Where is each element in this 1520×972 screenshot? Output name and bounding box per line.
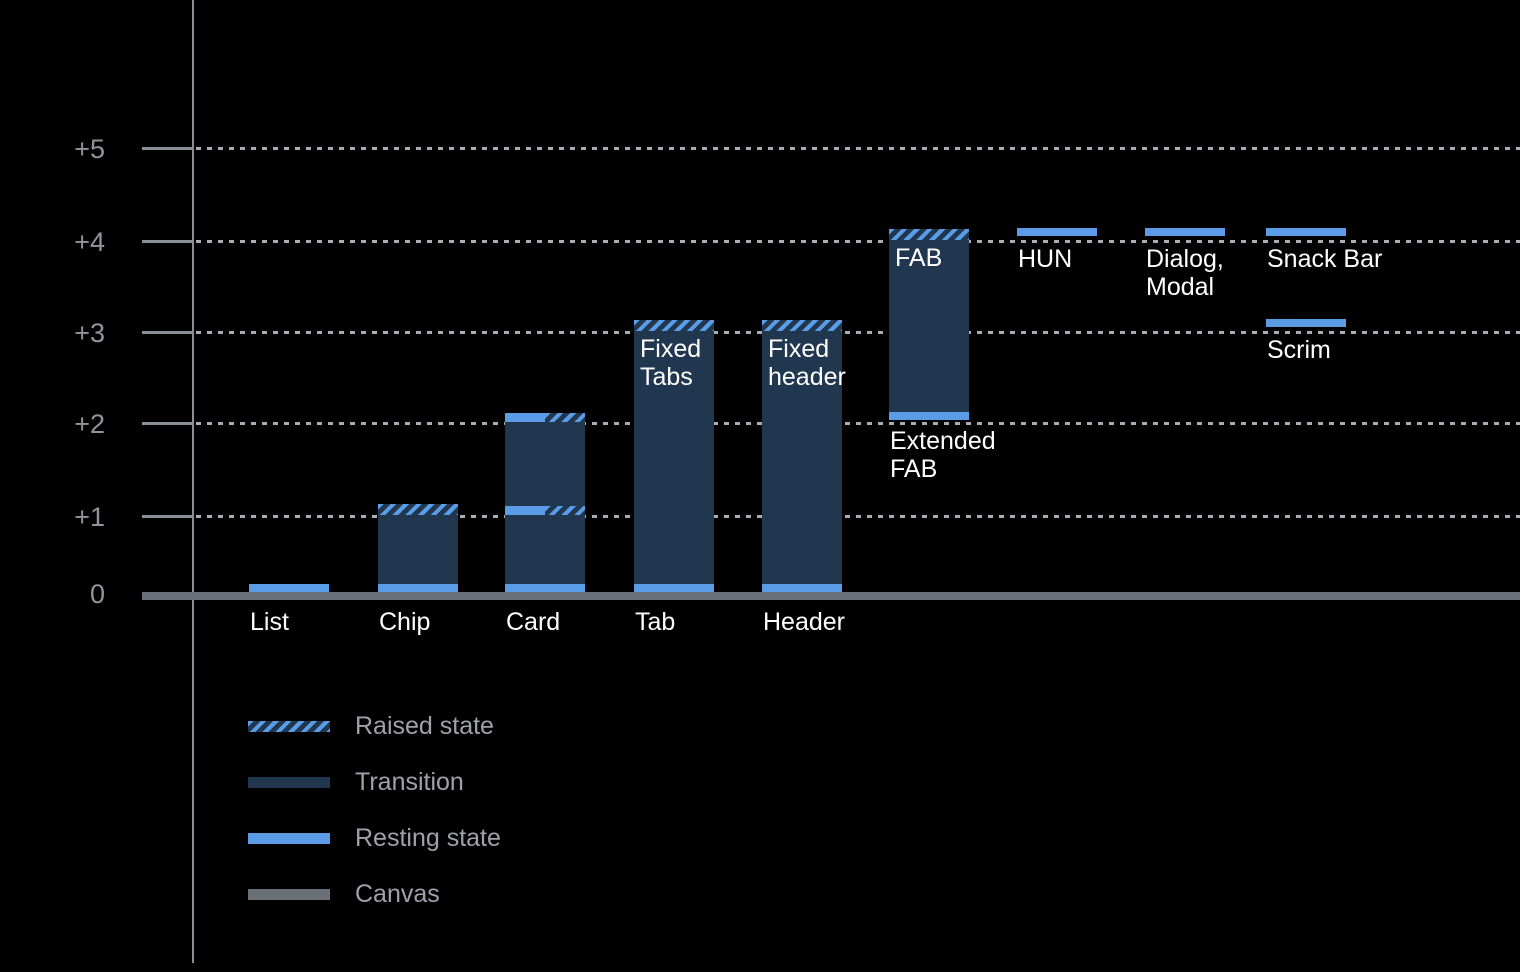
bar-snack-bar-resting bbox=[1266, 228, 1346, 236]
legend: Raised state Transition Resting state Ca… bbox=[248, 712, 501, 936]
y-tick-label-p2: +2 bbox=[74, 409, 105, 439]
bar-chip-transition bbox=[378, 515, 458, 584]
gridline-p3 bbox=[196, 331, 1520, 334]
item-label-hun: HUN bbox=[1018, 245, 1073, 273]
item-label-dialog-modal: Dialog, Modal bbox=[1146, 245, 1224, 301]
bar-card-transition bbox=[505, 422, 585, 584]
y-tick-p1 bbox=[142, 515, 194, 518]
legend-item-raised-state: Raised state bbox=[248, 712, 501, 740]
category-label-tab: Tab bbox=[635, 608, 676, 636]
bar-list-resting bbox=[249, 584, 329, 592]
y-tick-p2 bbox=[142, 422, 194, 425]
bar-chip-raised bbox=[378, 504, 458, 515]
bar-header-resting bbox=[762, 584, 842, 592]
bar-header-raised bbox=[762, 320, 842, 331]
category-label-list: List bbox=[250, 608, 289, 636]
raised-state-swatch bbox=[248, 720, 330, 732]
y-axis-line bbox=[192, 0, 194, 963]
category-label-header: Header bbox=[763, 608, 845, 636]
y-tick-p4 bbox=[142, 240, 194, 243]
transition-swatch bbox=[248, 776, 330, 788]
bar-card-resting-marker bbox=[505, 413, 545, 422]
bar-label-extended-fab: FAB bbox=[895, 244, 943, 272]
bar-card-resting bbox=[505, 584, 585, 592]
bar-tab-raised bbox=[634, 320, 714, 331]
bar-card-marker-blue bbox=[505, 506, 545, 515]
gridline-p1 bbox=[196, 515, 1520, 518]
bar-chip-resting bbox=[378, 584, 458, 592]
category-label-card: Card bbox=[506, 608, 561, 636]
bar-extended-fab-resting bbox=[889, 412, 969, 420]
legend-item-transition: Transition bbox=[248, 768, 501, 796]
y-tick-p3 bbox=[142, 331, 194, 334]
y-tick-label-p5: +5 bbox=[74, 134, 105, 164]
bar-dialog-modal-resting bbox=[1145, 228, 1225, 236]
y-tick-label-0: 0 bbox=[89, 579, 105, 609]
category-label-chip: Chip bbox=[379, 608, 431, 636]
bar-tab-transition bbox=[634, 331, 714, 584]
bar-hun-resting bbox=[1017, 228, 1097, 236]
legend-label-resting-state: Resting state bbox=[355, 823, 501, 852]
canvas-swatch bbox=[248, 888, 330, 900]
bar-tab-resting bbox=[634, 584, 714, 592]
legend-label-raised-state: Raised state bbox=[355, 711, 494, 740]
item-label-scrim: Scrim bbox=[1267, 336, 1331, 364]
bar-extended-fab-raised bbox=[889, 229, 969, 240]
legend-label-transition: Transition bbox=[355, 767, 464, 796]
bar-header-transition bbox=[762, 331, 842, 584]
legend-item-resting-state: Resting state bbox=[248, 824, 501, 852]
y-tick-label-p4: +4 bbox=[74, 227, 105, 257]
item-label-snack-bar: Snack Bar bbox=[1267, 245, 1383, 273]
bar-label-header: Fixed header bbox=[768, 335, 846, 391]
gridline-p4 bbox=[196, 240, 1520, 243]
bar-card-raised bbox=[545, 413, 585, 422]
canvas-baseline bbox=[142, 592, 1520, 600]
y-tick-p5 bbox=[142, 147, 194, 150]
gridline-p5 bbox=[196, 147, 1520, 150]
bar-extended-fab-transition bbox=[889, 240, 969, 412]
bar-card-marker-hatch bbox=[545, 506, 585, 515]
y-tick-label-p1: +1 bbox=[74, 502, 105, 532]
legend-label-canvas: Canvas bbox=[355, 879, 440, 908]
legend-item-canvas: Canvas bbox=[248, 880, 501, 908]
bar-scrim-resting bbox=[1266, 319, 1346, 327]
item-label-extended-fab: Extended FAB bbox=[890, 427, 996, 483]
bar-label-tab: Fixed Tabs bbox=[640, 335, 702, 391]
y-tick-label-p3: +3 bbox=[74, 318, 105, 348]
resting-state-swatch bbox=[248, 832, 330, 844]
gridline-p2 bbox=[196, 422, 1520, 425]
